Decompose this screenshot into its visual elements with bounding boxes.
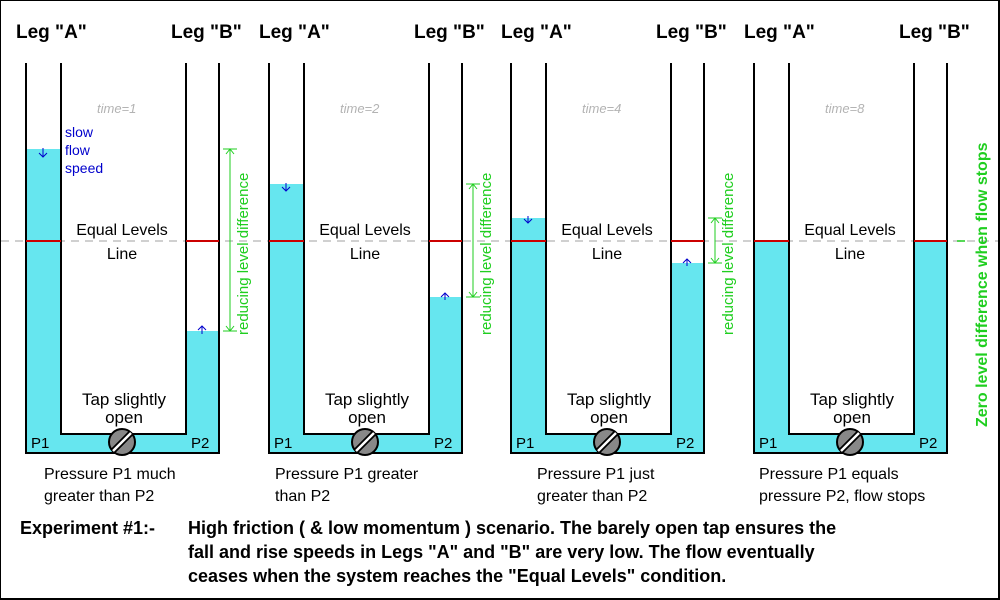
caption-line-2: greater than P2	[44, 488, 154, 505]
tap-label-line-2: open	[833, 408, 871, 427]
time-label: time=8	[825, 101, 865, 116]
line-label: Line	[835, 246, 865, 263]
down-arrow-icon	[38, 148, 48, 158]
p1-label: P1	[31, 435, 49, 452]
slow-flow-speed-line-1: slow	[65, 124, 94, 140]
p1-label: P1	[516, 435, 534, 452]
water-leg-b	[671, 263, 704, 434]
tap-label-line-1: Tap slightly	[810, 390, 895, 409]
p2-label: P2	[191, 435, 209, 452]
panel-time-2	[268, 63, 480, 456]
tap-label-line-1: Tap slightly	[325, 390, 410, 409]
leg-b-label: Leg "B"	[656, 22, 727, 43]
leg-a-label: Leg "A"	[16, 22, 87, 43]
water-leg-b	[914, 241, 947, 434]
level-difference-indicator	[223, 148, 237, 332]
leg-a-label: Leg "A"	[501, 22, 572, 43]
water-leg-b	[429, 297, 462, 434]
water-leg-a	[754, 241, 789, 434]
line-label: Line	[350, 246, 380, 263]
tap-icon	[108, 428, 136, 456]
p2-label: P2	[434, 435, 452, 452]
water-leg-a	[269, 184, 304, 434]
tap-icon	[351, 428, 379, 456]
tap-label-line-2: open	[590, 408, 628, 427]
tap-icon	[593, 428, 621, 456]
tap-icon	[836, 428, 864, 456]
down-arrow-icon	[281, 183, 291, 192]
up-arrow-icon	[440, 292, 450, 300]
water-leg-a	[26, 149, 61, 434]
up-arrow-icon	[682, 258, 692, 266]
caption-line-2: than P2	[275, 488, 330, 505]
leg-b-label: Leg "B"	[171, 22, 242, 43]
level-difference-indicator	[466, 183, 480, 298]
reducing-difference-label: reducing level difference	[235, 173, 252, 335]
tap-label-line-1: Tap slightly	[567, 390, 652, 409]
caption-line-1: Pressure P1 equals	[759, 466, 899, 483]
caption-line-1: Pressure P1 greater	[275, 466, 419, 483]
panel-time-4	[510, 63, 722, 456]
tap-label-line-1: Tap slightly	[82, 390, 167, 409]
time-label: time=4	[582, 101, 621, 116]
p2-label: P2	[676, 435, 694, 452]
tap-label-line-2: open	[348, 408, 386, 427]
reducing-difference-label: reducing level difference	[720, 173, 737, 335]
slow-flow-speed-line-2: flow	[65, 142, 91, 158]
equal-levels-label: Equal Levels	[76, 222, 168, 239]
equal-levels-label: Equal Levels	[319, 222, 411, 239]
slow-flow-speed-line-3: speed	[65, 160, 103, 176]
line-label: Line	[592, 246, 622, 263]
caption-line-2: greater than P2	[537, 488, 647, 505]
p2-label: P2	[919, 435, 937, 452]
down-arrow-icon	[523, 216, 533, 224]
water-leg-a	[511, 218, 546, 434]
caption-line-1: Pressure P1 just	[537, 466, 655, 483]
water-leg-b	[186, 331, 219, 434]
p1-label: P1	[759, 435, 777, 452]
panel-time-8	[753, 63, 965, 456]
tap-label-line-2: open	[105, 408, 143, 427]
level-difference-indicator	[708, 217, 722, 264]
zero-level-difference-label: Zero level difference when flow stops	[974, 142, 991, 427]
caption-line-1: Pressure P1 much	[44, 466, 176, 483]
panel-time-1	[25, 63, 237, 456]
experiment-lead: Experiment #1:-	[20, 518, 155, 538]
reducing-difference-label: reducing level difference	[478, 173, 495, 335]
experiment-line-3: ceases when the system reaches the "Equa…	[188, 566, 726, 586]
experiment-line-2: fall and rise speeds in Legs "A" and "B"…	[188, 542, 815, 562]
caption-line-2: pressure P2, flow stops	[759, 488, 925, 505]
p1-label: P1	[274, 435, 292, 452]
leg-b-label: Leg "B"	[414, 22, 485, 43]
leg-b-label: Leg "B"	[899, 22, 970, 43]
equal-levels-label: Equal Levels	[804, 222, 896, 239]
line-label: Line	[107, 246, 137, 263]
up-arrow-icon	[197, 325, 207, 334]
time-label: time=2	[340, 101, 380, 116]
leg-a-label: Leg "A"	[259, 22, 330, 43]
experiment-line-1: High friction ( & low momentum ) scenari…	[188, 518, 836, 538]
equal-levels-label: Equal Levels	[561, 222, 653, 239]
time-label: time=1	[97, 101, 136, 116]
leg-a-label: Leg "A"	[744, 22, 815, 43]
